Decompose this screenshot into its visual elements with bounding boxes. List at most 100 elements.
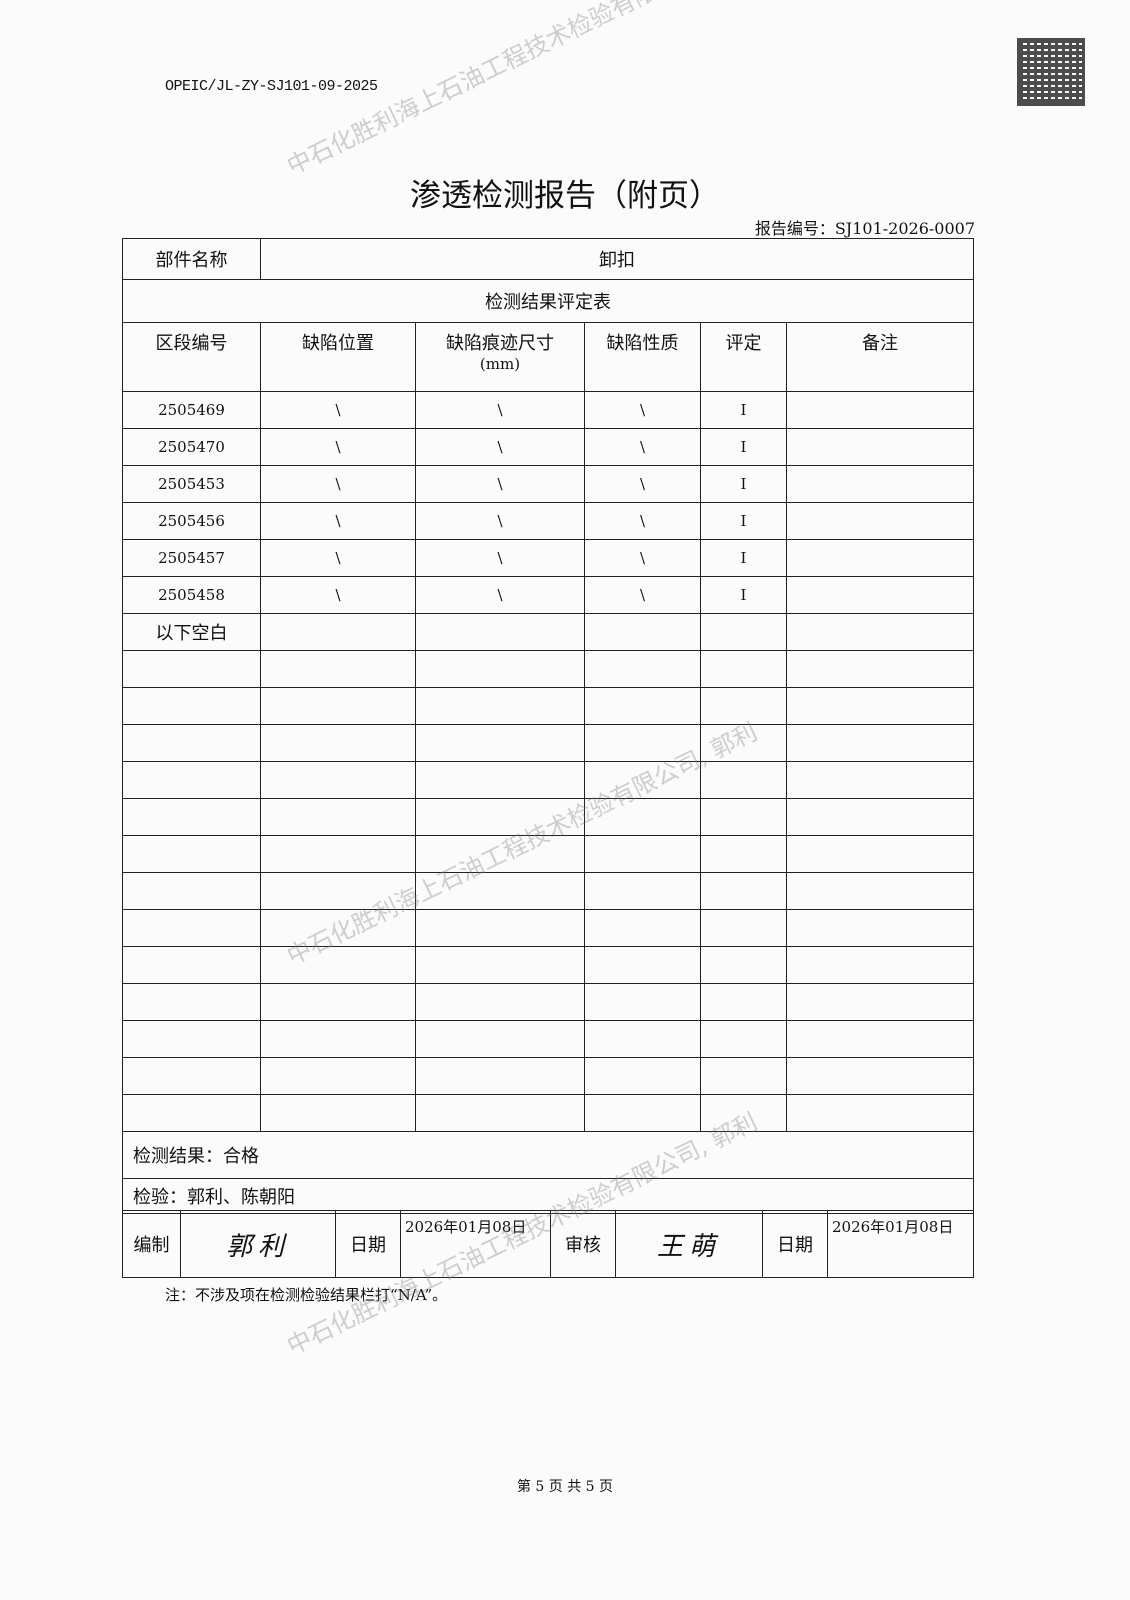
report-number: 报告编号：SJ101-2026-0007 [754, 219, 975, 238]
table-cell: \ [260, 428, 416, 466]
table-row [122, 1094, 975, 1132]
table-cell [785, 835, 975, 873]
table-row [122, 761, 975, 799]
table-cell: \ [260, 391, 416, 429]
table-cell [700, 687, 787, 725]
table-cell: \ [584, 576, 701, 614]
table-cell [785, 909, 975, 947]
table-cell [415, 650, 585, 688]
table-cell [584, 835, 701, 873]
table-cell: \ [584, 428, 701, 466]
table-cell [260, 613, 416, 651]
table-cell: \ [584, 465, 701, 503]
table-cell [584, 872, 701, 910]
table-cell: \ [415, 465, 585, 503]
table-cell [122, 909, 261, 947]
table-cell [260, 983, 416, 1021]
table-cell: \ [260, 539, 416, 577]
table-row: 2505456 \ \ \ I [122, 502, 975, 540]
table-cell [584, 798, 701, 836]
table-row [122, 724, 975, 762]
review-signature: 王萌 [615, 1210, 763, 1278]
page-number: 第 5 页 共 5 页 [516, 1479, 614, 1495]
table-row: 2505453 \ \ \ I [122, 465, 975, 503]
table-cell [122, 650, 261, 688]
table-cell [584, 650, 701, 688]
table-cell [700, 946, 787, 984]
table-cell [785, 1094, 975, 1132]
result-table: 部件名称 卸扣 检测结果评定表 区段编号 缺陷位置 缺陷痕迹尺寸 (mm) 缺陷性… [121, 238, 975, 1214]
col-header: 缺陷性质 [584, 322, 701, 392]
table-row: 以下空白 [122, 613, 975, 651]
signature-table: 编制 郭利 日期 2026年01月08日 审核 王萌 日期 2026年01月08… [122, 1210, 974, 1278]
table-cell [700, 798, 787, 836]
table-cell [260, 1057, 416, 1095]
table-cell [415, 835, 585, 873]
table-cell [260, 687, 416, 725]
table-cell [260, 909, 416, 947]
review-label: 审核 [550, 1210, 616, 1278]
table-cell [260, 798, 416, 836]
table-cell [415, 1094, 585, 1132]
table-cell [122, 761, 261, 799]
table-cell [785, 502, 975, 540]
table-cell: \ [415, 502, 585, 540]
table-cell [260, 1020, 416, 1058]
table-cell [122, 687, 261, 725]
review-date: 2026年01月08日 [827, 1210, 974, 1278]
blank-marker: 以下空白 [122, 613, 261, 651]
part-name-label: 部件名称 [122, 238, 261, 280]
table-cell [260, 761, 416, 799]
col-header-unit: (mm) [479, 355, 521, 373]
table-cell [415, 872, 585, 910]
part-name-value: 卸扣 [259, 238, 975, 280]
table-cell: \ [260, 576, 416, 614]
table-cell [122, 983, 261, 1021]
table-cell [415, 946, 585, 984]
prepared-signature: 郭利 [180, 1210, 336, 1278]
table-cell [700, 650, 787, 688]
table-cell [700, 835, 787, 873]
table-row [122, 1020, 975, 1058]
table-cell [785, 687, 975, 725]
table-cell: 2505453 [122, 465, 261, 503]
table-row [122, 798, 975, 836]
table-cell [785, 428, 975, 466]
table-cell: I [700, 502, 787, 540]
col-header: 缺陷痕迹尺寸 (mm) [415, 322, 585, 392]
table-row [122, 650, 975, 688]
table-cell: \ [584, 391, 701, 429]
table-row [122, 687, 975, 725]
table-cell: I [700, 576, 787, 614]
table-cell [260, 946, 416, 984]
table-row [122, 835, 975, 873]
table-cell [700, 613, 787, 651]
table-row [122, 872, 975, 910]
note: 注：不涉及项在检测检验结果栏打“N/A”。 [165, 1286, 448, 1304]
prepared-date: 2026年01月08日 [400, 1210, 551, 1278]
col-header-text: 缺陷痕迹尺寸 [446, 333, 554, 354]
table-cell [260, 1094, 416, 1132]
review-date-label: 日期 [762, 1210, 828, 1278]
table-cell [700, 1020, 787, 1058]
table-cell [584, 909, 701, 947]
table-cell: \ [260, 465, 416, 503]
table-cell [260, 872, 416, 910]
table-row [122, 909, 975, 947]
table-row [122, 1057, 975, 1095]
table-cell: \ [584, 539, 701, 577]
table-cell [122, 872, 261, 910]
table-row [122, 983, 975, 1021]
table-cell [122, 1020, 261, 1058]
test-result: 检测结果：合格 [121, 1131, 975, 1179]
table-cell [122, 835, 261, 873]
table-cell [700, 1094, 787, 1132]
table-cell: 2505470 [122, 428, 261, 466]
table-cell [415, 613, 585, 651]
table-cell [584, 724, 701, 762]
table-cell: 2505458 [122, 576, 261, 614]
table-cell: \ [584, 502, 701, 540]
col-header: 缺陷位置 [260, 322, 416, 392]
table-cell [700, 724, 787, 762]
table-cell [584, 1057, 701, 1095]
